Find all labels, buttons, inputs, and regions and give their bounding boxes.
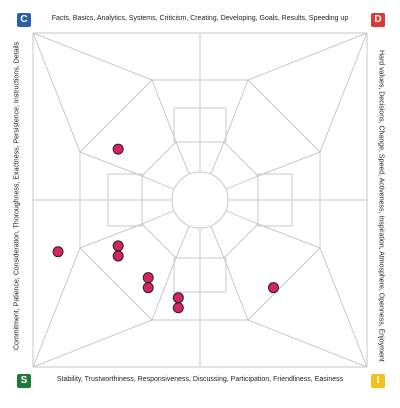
corner-line (247, 319, 368, 368)
corner-line (32, 319, 153, 368)
spoke (210, 225, 225, 259)
ring-connector (151, 79, 177, 143)
badge-i: I (371, 374, 385, 388)
data-point (112, 240, 124, 252)
data-points (52, 143, 279, 314)
left-label: Commitment, Patience, Consideration, Tho… (13, 41, 21, 350)
spoke (175, 225, 190, 259)
ring-connector (257, 223, 321, 249)
inner-cell-right (257, 173, 293, 227)
corner-line (319, 32, 368, 153)
badge-c: C (17, 13, 31, 27)
spoke (225, 210, 259, 225)
corner-line (32, 32, 81, 153)
spoke (141, 210, 175, 225)
top-label: Facts, Basics, Analytics, Systems, Criti… (51, 15, 349, 22)
ring-connector (79, 223, 143, 249)
right-label: Hard values, Decisions, Change, Speed, A… (377, 50, 385, 362)
data-point (112, 250, 124, 262)
ring-connector (223, 257, 249, 321)
ring-connector (257, 151, 321, 177)
ring-connector (151, 257, 177, 321)
corner-line (319, 247, 368, 368)
badge-s: S (17, 374, 31, 388)
corner-line (247, 32, 368, 81)
data-point (52, 246, 64, 258)
inner-cell-bottom (173, 257, 227, 293)
spoke (225, 175, 259, 190)
corner-line (32, 247, 81, 368)
data-point (172, 292, 184, 304)
octagon-grid (32, 32, 368, 368)
corner-line (32, 32, 153, 81)
ring-connector (79, 151, 143, 177)
center-circle (171, 171, 229, 229)
inner-cell-left (107, 173, 143, 227)
data-point (112, 143, 124, 155)
spoke (210, 141, 225, 175)
spoke (141, 175, 175, 190)
data-point (267, 282, 279, 294)
data-point (142, 282, 154, 294)
spoke (175, 141, 190, 175)
ring-connector (223, 79, 249, 143)
inner-cell-top (173, 107, 227, 143)
data-point (142, 272, 154, 284)
bottom-label: Stability, Trustworthiness, Responsivene… (56, 376, 344, 383)
badge-d: D (371, 13, 385, 27)
data-point (172, 302, 184, 314)
